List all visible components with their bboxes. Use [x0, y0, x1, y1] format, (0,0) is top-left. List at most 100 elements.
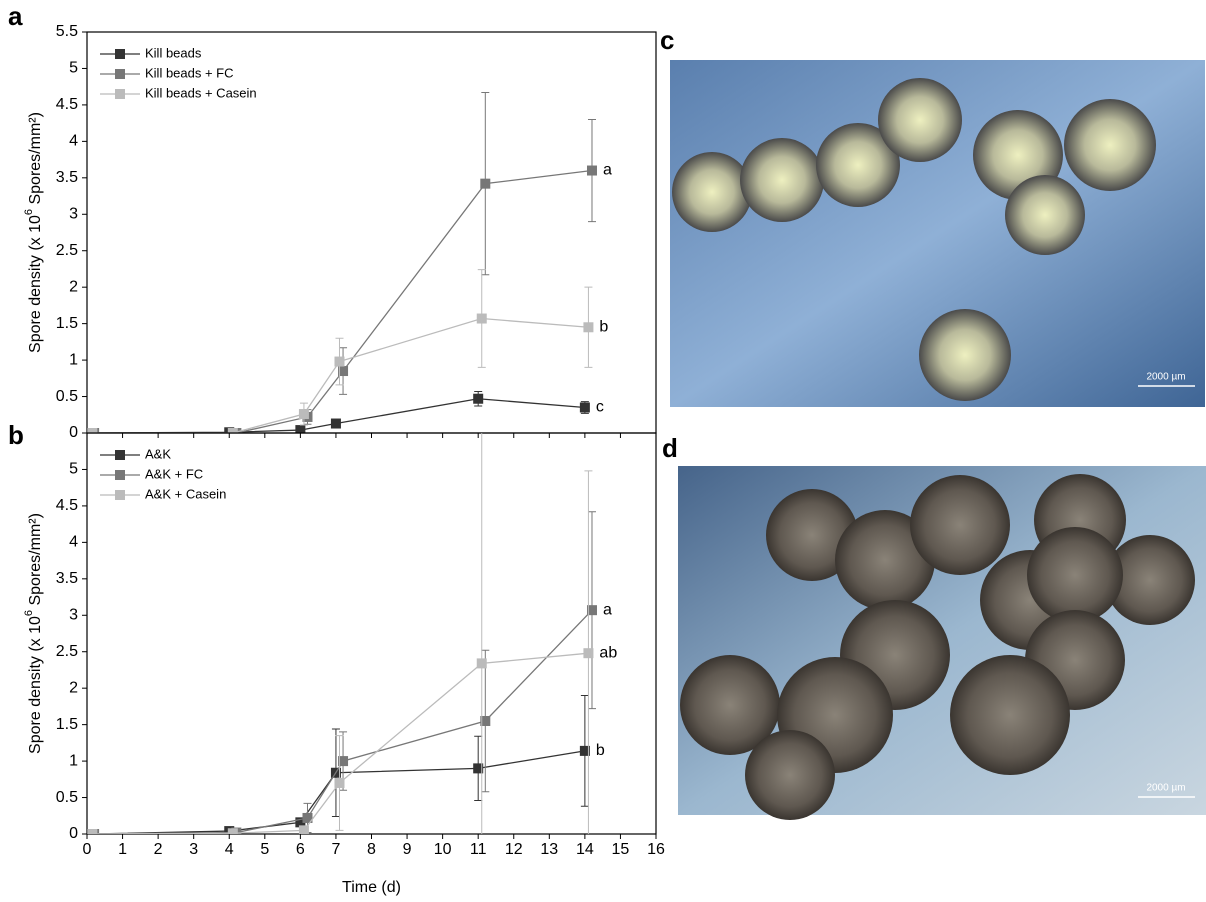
y-tick-label: 1.5	[56, 716, 78, 733]
series-line	[94, 609, 593, 834]
x-axis-title: Time (d)	[342, 879, 401, 896]
marker	[295, 425, 306, 433]
y-tick-label: 1.5	[56, 315, 78, 332]
scale-bar-label: 2000 µm	[1146, 783, 1185, 794]
marker	[302, 812, 313, 823]
photo-c	[670, 60, 1205, 407]
x-tick-label: 3	[189, 841, 198, 858]
y-tick-label: 2.5	[56, 643, 78, 660]
y-tick-label: 2.5	[56, 242, 78, 259]
y-tick-label: 4	[69, 534, 78, 551]
marker	[480, 178, 491, 189]
group-letter: c	[596, 399, 604, 416]
panel-label: b	[8, 420, 24, 450]
legend-label: Kill beads + FC	[145, 65, 234, 80]
x-tick-label: 6	[296, 841, 305, 858]
y-tick-label: 4.5	[56, 497, 78, 514]
marker	[473, 763, 484, 774]
y-tick-label: 0.5	[56, 388, 78, 405]
y-tick-label: 1	[69, 752, 78, 769]
marker	[579, 745, 590, 756]
y-tick-label: 4	[69, 133, 78, 150]
marker	[480, 715, 491, 726]
marker	[586, 605, 597, 616]
legend-marker	[115, 69, 125, 79]
y-axis-title: Spore density (x 106 Spores/mm²)	[23, 513, 44, 754]
y-tick-label: 0	[69, 825, 78, 842]
x-tick-label: 14	[576, 841, 594, 858]
marker	[338, 366, 349, 377]
x-tick-label: 1	[118, 841, 127, 858]
plot-area	[87, 433, 597, 834]
x-tick-label: 16	[647, 841, 665, 858]
scale-bar-label: 2000 µm	[1146, 372, 1185, 383]
marker	[227, 428, 238, 433]
series-line	[94, 169, 593, 433]
marker	[87, 829, 98, 834]
y-axis-title-sup: 6	[23, 209, 35, 215]
y-axis-title-part: Spores/mm²)	[27, 513, 44, 610]
panel-label: c	[660, 25, 674, 55]
group-letter: ab	[599, 644, 617, 661]
y-axis-title-part: Spore density (x 10	[27, 215, 44, 353]
photo-d	[678, 466, 1206, 820]
y-tick-label: 5	[69, 60, 78, 77]
legend-marker	[115, 89, 125, 99]
marker	[87, 428, 98, 433]
legend-label: A&K	[145, 446, 171, 461]
x-tick-label: 8	[367, 841, 376, 858]
legend-marker	[115, 450, 125, 460]
y-tick-label: 2	[69, 278, 78, 295]
legend-label: Kill beads	[145, 45, 202, 60]
marker	[338, 756, 349, 767]
y-axis-title-part: Spore density (x 10	[27, 616, 44, 754]
y-axis-title-part: Spores/mm²)	[27, 112, 44, 209]
series-line	[92, 652, 589, 834]
marker	[579, 402, 590, 413]
legend-label: A&K + Casein	[145, 486, 226, 501]
x-tick-label: 13	[540, 841, 558, 858]
marker	[227, 828, 238, 834]
y-tick-label: 4.5	[56, 96, 78, 113]
marker	[334, 777, 345, 788]
marker	[473, 393, 484, 404]
marker	[583, 648, 594, 659]
panel-label: d	[662, 433, 678, 463]
x-tick-label: 9	[403, 841, 412, 858]
panel-label: a	[8, 1, 23, 31]
y-tick-label: 1	[69, 351, 78, 368]
series-line	[92, 317, 589, 433]
legend-marker	[115, 490, 125, 500]
group-letter: a	[603, 601, 612, 618]
y-tick-label: 3.5	[56, 570, 78, 587]
y-tick-label: 0.5	[56, 789, 78, 806]
y-tick-label: 0	[69, 424, 78, 441]
y-axis-title: Spore density (x 106 Spores/mm²)	[23, 112, 44, 353]
plot-area	[87, 92, 597, 433]
marker	[334, 356, 345, 367]
legend-label: A&K + FC	[145, 466, 203, 481]
x-tick-label: 10	[434, 841, 452, 858]
marker	[476, 658, 487, 669]
y-axis-title-sup: 6	[23, 610, 35, 616]
y-tick-label: 3	[69, 205, 78, 222]
marker	[295, 817, 306, 828]
marker	[583, 322, 594, 333]
series-line	[90, 750, 585, 834]
marker	[330, 418, 341, 429]
marker	[586, 165, 597, 176]
y-tick-label: 3	[69, 606, 78, 623]
x-tick-label: 7	[331, 841, 340, 858]
y-tick-label: 3.5	[56, 169, 78, 186]
y-tick-label: 5.5	[56, 23, 78, 40]
marker	[298, 825, 309, 834]
legend-marker	[115, 470, 125, 480]
group-letter: b	[596, 742, 605, 759]
x-tick-label: 12	[505, 841, 523, 858]
x-tick-label: 11	[470, 841, 487, 858]
x-tick-label: 15	[612, 841, 630, 858]
y-tick-label: 2	[69, 679, 78, 696]
legend-label: Kill beads + Casein	[145, 85, 257, 100]
group-letter: a	[603, 162, 612, 179]
